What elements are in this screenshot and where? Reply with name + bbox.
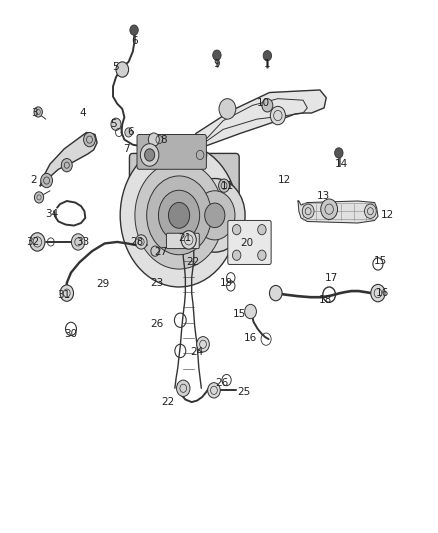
Text: 6: 6 [127, 127, 134, 138]
Polygon shape [298, 201, 378, 223]
Circle shape [116, 62, 129, 77]
Text: 29: 29 [97, 279, 110, 289]
Text: 33: 33 [76, 237, 89, 247]
Circle shape [197, 337, 209, 352]
Circle shape [35, 192, 44, 203]
Text: 32: 32 [27, 237, 40, 247]
Text: 26: 26 [216, 378, 229, 388]
Circle shape [321, 199, 338, 220]
Text: 16: 16 [244, 333, 257, 343]
Text: 2: 2 [31, 174, 37, 184]
Circle shape [145, 149, 155, 161]
Text: 24: 24 [191, 348, 204, 358]
Text: 25: 25 [237, 387, 250, 397]
Circle shape [270, 107, 286, 125]
Text: 12: 12 [278, 174, 291, 184]
Polygon shape [190, 90, 326, 164]
Circle shape [159, 190, 200, 240]
Text: 5: 5 [113, 62, 119, 72]
Circle shape [60, 285, 74, 301]
Circle shape [125, 128, 132, 137]
Circle shape [184, 179, 245, 252]
Circle shape [258, 250, 266, 260]
Circle shape [371, 285, 385, 302]
Text: 26: 26 [150, 319, 163, 329]
Text: 21: 21 [178, 233, 191, 244]
Text: 31: 31 [57, 289, 70, 300]
Circle shape [34, 107, 42, 117]
Circle shape [135, 235, 147, 249]
Circle shape [263, 51, 272, 61]
Text: 23: 23 [150, 278, 163, 288]
Text: 15: 15 [374, 256, 388, 266]
Text: 28: 28 [131, 237, 144, 247]
Text: 13: 13 [317, 191, 330, 201]
Circle shape [61, 158, 72, 172]
Text: 1: 1 [264, 59, 271, 69]
FancyBboxPatch shape [130, 154, 239, 246]
Circle shape [177, 380, 190, 397]
Text: 14: 14 [334, 159, 348, 169]
Text: 9: 9 [214, 59, 220, 69]
Circle shape [71, 234, 85, 250]
Circle shape [181, 231, 196, 249]
Circle shape [245, 304, 256, 319]
Circle shape [147, 176, 212, 255]
Text: 12: 12 [381, 211, 394, 220]
Polygon shape [40, 132, 97, 185]
Text: 22: 22 [186, 257, 200, 268]
Text: 11: 11 [221, 181, 234, 191]
Text: 15: 15 [233, 309, 246, 319]
Circle shape [269, 286, 282, 301]
FancyBboxPatch shape [228, 221, 271, 264]
Circle shape [111, 118, 121, 131]
Text: 6: 6 [131, 36, 138, 46]
Circle shape [213, 50, 221, 60]
FancyBboxPatch shape [137, 134, 206, 169]
Circle shape [219, 179, 230, 192]
Circle shape [169, 203, 190, 228]
Circle shape [193, 147, 207, 163]
Circle shape [219, 99, 236, 119]
Circle shape [148, 133, 159, 146]
Circle shape [130, 25, 138, 35]
Text: 3: 3 [31, 108, 37, 118]
Circle shape [302, 204, 314, 219]
Text: 22: 22 [161, 397, 174, 407]
Circle shape [140, 144, 159, 166]
Circle shape [233, 224, 241, 235]
Circle shape [262, 99, 273, 112]
Circle shape [84, 132, 95, 147]
Circle shape [335, 148, 343, 158]
Circle shape [233, 250, 241, 260]
Circle shape [41, 173, 53, 188]
FancyBboxPatch shape [166, 233, 199, 248]
Circle shape [194, 191, 235, 240]
Text: 16: 16 [375, 288, 389, 298]
Text: 5: 5 [110, 119, 117, 130]
Circle shape [30, 233, 45, 251]
Circle shape [205, 203, 225, 228]
Text: 7: 7 [123, 144, 130, 154]
Text: 8: 8 [160, 135, 167, 144]
Circle shape [120, 144, 238, 287]
Circle shape [135, 161, 223, 269]
Circle shape [364, 204, 376, 219]
Text: 30: 30 [64, 329, 78, 339]
Text: 17: 17 [325, 273, 338, 283]
Text: 20: 20 [240, 238, 253, 248]
Text: 34: 34 [45, 209, 58, 219]
Circle shape [208, 383, 220, 398]
Text: 10: 10 [257, 98, 270, 108]
Text: 19: 19 [220, 278, 233, 288]
Text: 4: 4 [79, 108, 86, 118]
Text: 18: 18 [318, 295, 332, 305]
Circle shape [258, 224, 266, 235]
Text: 27: 27 [154, 247, 168, 257]
